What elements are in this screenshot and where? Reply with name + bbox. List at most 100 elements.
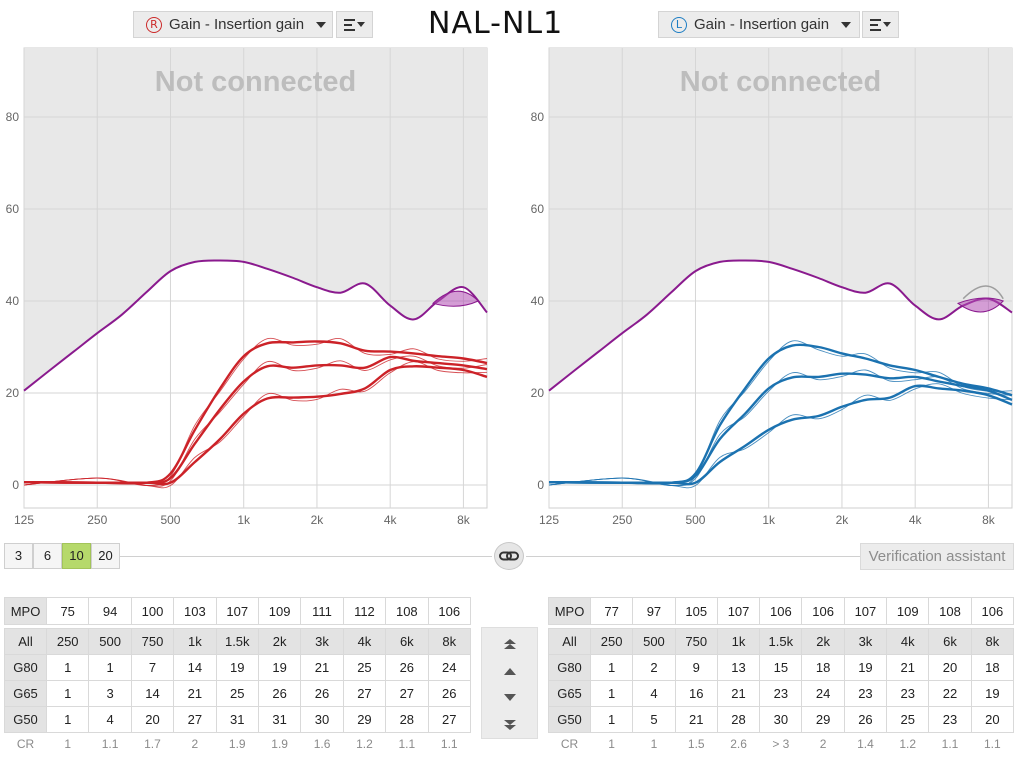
gain-cell[interactable]: 28 bbox=[716, 706, 761, 733]
gain-row-label[interactable]: G80 bbox=[548, 654, 591, 681]
gain-row-label[interactable]: G50 bbox=[4, 706, 47, 733]
link-ears-button[interactable] bbox=[494, 542, 524, 570]
gain-cell[interactable]: 21 bbox=[674, 706, 718, 733]
mpo-cell[interactable]: 97 bbox=[632, 597, 676, 625]
mpo-cell[interactable]: 106 bbox=[759, 597, 803, 625]
gain-cell[interactable]: 20 bbox=[130, 706, 175, 733]
gain-cell[interactable]: 29 bbox=[342, 706, 387, 733]
mpo-cell[interactable]: 94 bbox=[88, 597, 132, 625]
frequency-header-cell[interactable]: 2k bbox=[801, 628, 845, 655]
gain-cell[interactable]: 2 bbox=[632, 654, 676, 681]
input-level-button-10[interactable]: 10 bbox=[62, 543, 91, 569]
right-ear-graph-selector[interactable]: R Gain - Insertion gain bbox=[133, 11, 333, 38]
gain-cell[interactable]: 19 bbox=[257, 654, 302, 681]
mpo-cell[interactable]: 106 bbox=[970, 597, 1015, 625]
gain-row-label[interactable]: G80 bbox=[4, 654, 47, 681]
frequency-header-cell[interactable]: 750 bbox=[130, 628, 175, 655]
frequency-header-cell[interactable]: 3k bbox=[300, 628, 344, 655]
frequency-header-cell[interactable]: 750 bbox=[674, 628, 718, 655]
decrease-large-button[interactable] bbox=[482, 711, 537, 738]
mpo-cell[interactable]: 107 bbox=[843, 597, 888, 625]
gain-cell[interactable]: 31 bbox=[257, 706, 302, 733]
frequency-header-cell[interactable]: 6k bbox=[928, 628, 972, 655]
gain-cell[interactable]: 23 bbox=[928, 706, 972, 733]
frequency-header-cell[interactable]: 2k bbox=[257, 628, 302, 655]
gain-cell[interactable]: 13 bbox=[716, 654, 761, 681]
gain-cell[interactable]: 1 bbox=[45, 680, 90, 707]
gain-row-label[interactable]: G65 bbox=[4, 680, 47, 707]
gain-cell[interactable]: 4 bbox=[632, 680, 676, 707]
gain-cell[interactable]: 1 bbox=[88, 654, 132, 681]
gain-cell[interactable]: 24 bbox=[801, 680, 845, 707]
mpo-cell[interactable]: 109 bbox=[257, 597, 302, 625]
left-graph-menu-button[interactable] bbox=[862, 11, 899, 38]
gain-cell[interactable]: 19 bbox=[970, 680, 1015, 707]
gain-cell[interactable]: 26 bbox=[385, 654, 429, 681]
mpo-cell[interactable]: 107 bbox=[716, 597, 761, 625]
mpo-cell[interactable]: 103 bbox=[173, 597, 217, 625]
mpo-cell[interactable]: 75 bbox=[45, 597, 90, 625]
gain-cell[interactable]: 30 bbox=[300, 706, 344, 733]
gain-cell[interactable]: 4 bbox=[88, 706, 132, 733]
frequency-header-cell[interactable]: 1k bbox=[173, 628, 217, 655]
frequency-header-cell[interactable]: 8k bbox=[970, 628, 1015, 655]
mpo-cell[interactable]: 100 bbox=[130, 597, 175, 625]
gain-cell[interactable]: 25 bbox=[215, 680, 259, 707]
frequency-header-cell[interactable]: 250 bbox=[45, 628, 90, 655]
frequency-header-cell[interactable]: 6k bbox=[385, 628, 429, 655]
gain-cell[interactable]: 14 bbox=[173, 654, 217, 681]
gain-cell[interactable]: 26 bbox=[257, 680, 302, 707]
gain-cell[interactable]: 3 bbox=[88, 680, 132, 707]
increase-large-button[interactable] bbox=[482, 630, 537, 657]
frequency-header-cell[interactable]: 1.5k bbox=[759, 628, 803, 655]
gain-cell[interactable]: 27 bbox=[342, 680, 387, 707]
select-all-cell[interactable]: All bbox=[548, 628, 591, 655]
decrease-button[interactable] bbox=[482, 684, 537, 711]
gain-cell[interactable]: 19 bbox=[843, 654, 888, 681]
frequency-header-cell[interactable]: 1.5k bbox=[215, 628, 259, 655]
gain-cell[interactable]: 30 bbox=[759, 706, 803, 733]
gain-cell[interactable]: 24 bbox=[427, 654, 472, 681]
mpo-cell[interactable]: 109 bbox=[886, 597, 930, 625]
frequency-header-cell[interactable]: 1k bbox=[716, 628, 761, 655]
left-ear-graph-selector[interactable]: L Gain - Insertion gain bbox=[658, 11, 860, 38]
input-level-button-20[interactable]: 20 bbox=[91, 543, 120, 569]
gain-cell[interactable]: 22 bbox=[928, 680, 972, 707]
gain-cell[interactable]: 21 bbox=[886, 654, 930, 681]
gain-cell[interactable]: 23 bbox=[843, 680, 888, 707]
gain-cell[interactable]: 16 bbox=[674, 680, 718, 707]
gain-cell[interactable]: 26 bbox=[427, 680, 472, 707]
mpo-cell[interactable]: 77 bbox=[589, 597, 634, 625]
gain-cell[interactable]: 23 bbox=[759, 680, 803, 707]
mpo-cell[interactable]: 107 bbox=[215, 597, 259, 625]
frequency-header-cell[interactable]: 4k bbox=[342, 628, 387, 655]
gain-cell[interactable]: 25 bbox=[886, 706, 930, 733]
gain-cell[interactable]: 25 bbox=[342, 654, 387, 681]
gain-cell[interactable]: 27 bbox=[385, 680, 429, 707]
gain-cell[interactable]: 27 bbox=[173, 706, 217, 733]
gain-row-label[interactable]: G65 bbox=[548, 680, 591, 707]
mpo-cell[interactable]: 106 bbox=[427, 597, 472, 625]
select-all-cell[interactable]: All bbox=[4, 628, 47, 655]
verification-assistant-button[interactable]: Verification assistant bbox=[860, 543, 1014, 570]
mpo-cell[interactable]: 108 bbox=[928, 597, 972, 625]
gain-cell[interactable]: 31 bbox=[215, 706, 259, 733]
gain-cell[interactable]: 29 bbox=[801, 706, 845, 733]
gain-cell[interactable]: 1 bbox=[589, 654, 634, 681]
gain-cell[interactable]: 14 bbox=[130, 680, 175, 707]
gain-cell[interactable]: 9 bbox=[674, 654, 718, 681]
gain-cell[interactable]: 28 bbox=[385, 706, 429, 733]
gain-cell[interactable]: 21 bbox=[173, 680, 217, 707]
gain-cell[interactable]: 1 bbox=[589, 680, 634, 707]
gain-cell[interactable]: 21 bbox=[716, 680, 761, 707]
gain-cell[interactable]: 1 bbox=[45, 706, 90, 733]
frequency-header-cell[interactable]: 500 bbox=[88, 628, 132, 655]
increase-button[interactable] bbox=[482, 657, 537, 684]
gain-row-label[interactable]: G50 bbox=[548, 706, 591, 733]
right-graph-menu-button[interactable] bbox=[336, 11, 373, 38]
gain-cell[interactable]: 1 bbox=[589, 706, 634, 733]
gain-cell[interactable]: 20 bbox=[928, 654, 972, 681]
gain-cell[interactable]: 1 bbox=[45, 654, 90, 681]
gain-cell[interactable]: 27 bbox=[427, 706, 472, 733]
gain-cell[interactable]: 26 bbox=[843, 706, 888, 733]
